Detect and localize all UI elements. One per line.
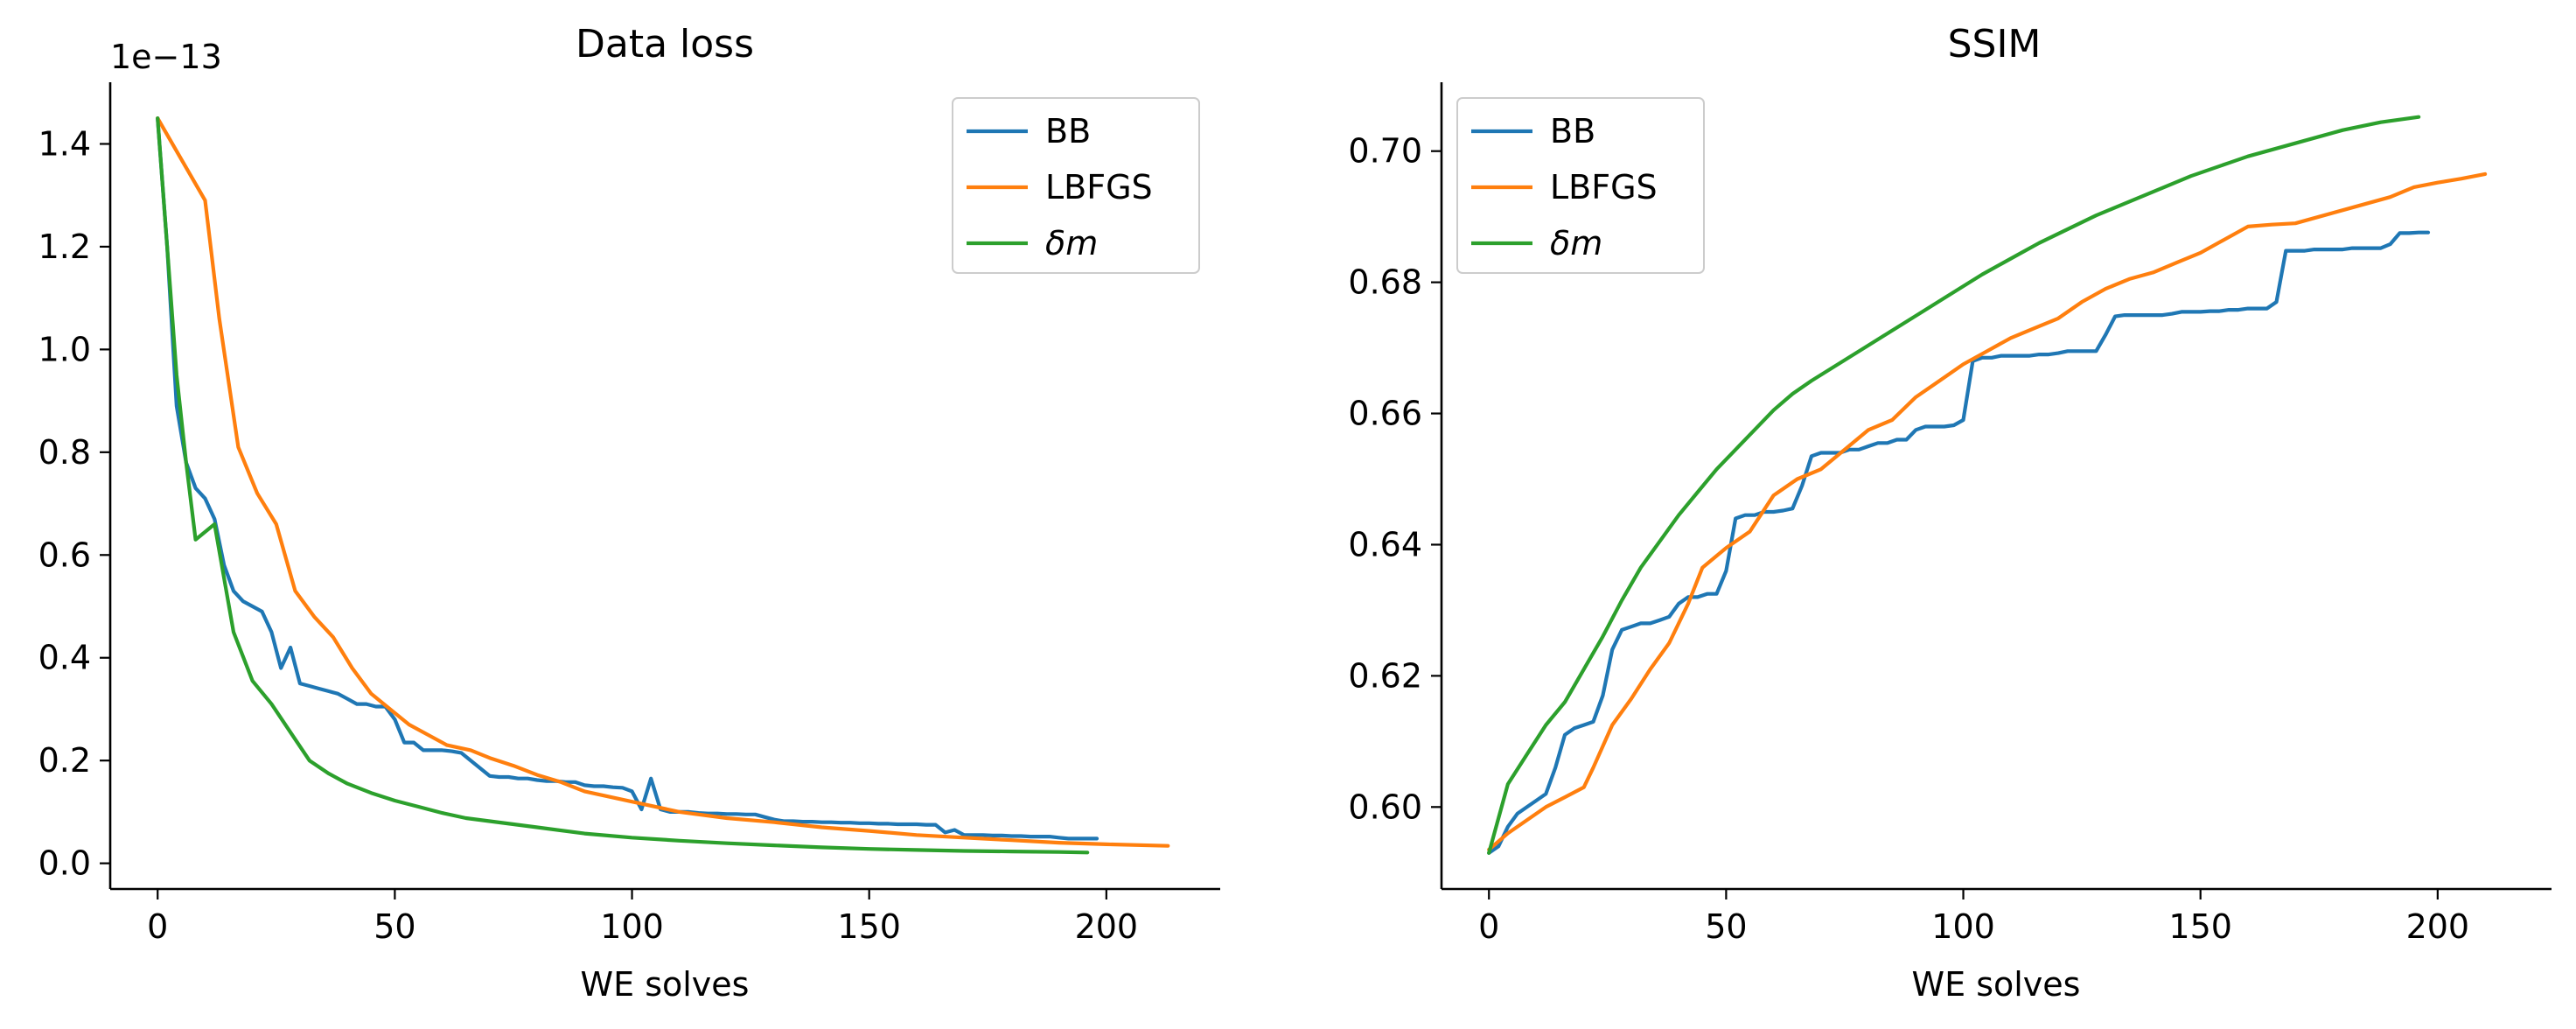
legend-box: [1456, 97, 1705, 274]
legend-label: δm: [1045, 224, 1098, 262]
chart-ssim: SSIM 0 50 100 150 200 0.60 0.62 0.64 0.66 0.68 0.7…: [1348, 22, 2552, 1004]
x-tick-label: 150: [2168, 907, 2232, 946]
x-tick-label: 50: [1705, 907, 1747, 946]
legend: BB LBFGS δm: [952, 97, 1200, 274]
x-tick-label: 50: [373, 907, 415, 946]
y-tick-label: 0.0: [38, 844, 91, 883]
x-tick-label: 100: [600, 907, 664, 946]
series-line-delta-m: [1487, 115, 2421, 855]
y-tick-label: 1.0: [38, 330, 91, 368]
y-tick-label: 0.70: [1348, 132, 1422, 171]
legend-label: BB: [1550, 112, 1595, 150]
legend-label: LBFGS: [1550, 168, 1658, 206]
chart-title: Data loss: [576, 22, 754, 66]
ticks-group: 0 50 100 150 200 0.0 0.2 0.4 0.6 0.8 1.0 1.2 1.4: [38, 124, 1139, 946]
y-tick-label: 1.2: [38, 228, 91, 266]
y-tick-label: 0.4: [38, 639, 91, 677]
y-tick-label: 0.2: [38, 741, 91, 780]
x-tick-label: 100: [1931, 907, 1995, 946]
y-tick-label: 1.4: [38, 124, 91, 163]
y-tick-label: 0.62: [1348, 656, 1422, 695]
series-line-delta-m: [156, 116, 1090, 855]
plot-lines-group: [1487, 115, 2488, 855]
chart-data-loss: Data loss 1e−13 0 50 100 150 200 0.0 0.2 0.4 0.6…: [38, 22, 1220, 1004]
x-tick-label: 200: [2406, 907, 2470, 946]
y-offset-text: 1e−13: [110, 38, 222, 76]
x-tick-label: 0: [1478, 907, 1499, 946]
series-line-lbfgs: [1487, 172, 2488, 852]
series-line-lbfgs: [156, 116, 1170, 848]
legend: BB LBFGS δm: [1456, 97, 1705, 274]
legend-box: [952, 97, 1200, 274]
legend-label: LBFGS: [1045, 168, 1153, 206]
legend-label: BB: [1045, 112, 1091, 150]
plot-lines-group: [156, 116, 1170, 855]
y-tick-label: 0.6: [38, 536, 91, 574]
legend-label: δm: [1550, 224, 1602, 262]
y-tick-label: 0.66: [1348, 395, 1422, 433]
chart-title: SSIM: [1948, 22, 2042, 66]
ticks-group: 0 50 100 150 200 0.60 0.62 0.64 0.66 0.68 0.70: [1348, 132, 2469, 946]
x-axis-label: WE solves: [1912, 965, 2081, 1004]
y-tick-label: 0.8: [38, 433, 91, 472]
x-tick-label: 150: [837, 907, 901, 946]
x-tick-label: 0: [147, 907, 168, 946]
x-tick-label: 200: [1075, 907, 1139, 946]
series-line-bb: [156, 116, 1100, 841]
y-tick-label: 0.60: [1348, 788, 1422, 826]
y-tick-label: 0.68: [1348, 263, 1422, 302]
series-line-bb: [1487, 230, 2431, 855]
y-tick-label: 0.64: [1348, 525, 1422, 564]
x-axis-label: WE solves: [581, 965, 750, 1004]
